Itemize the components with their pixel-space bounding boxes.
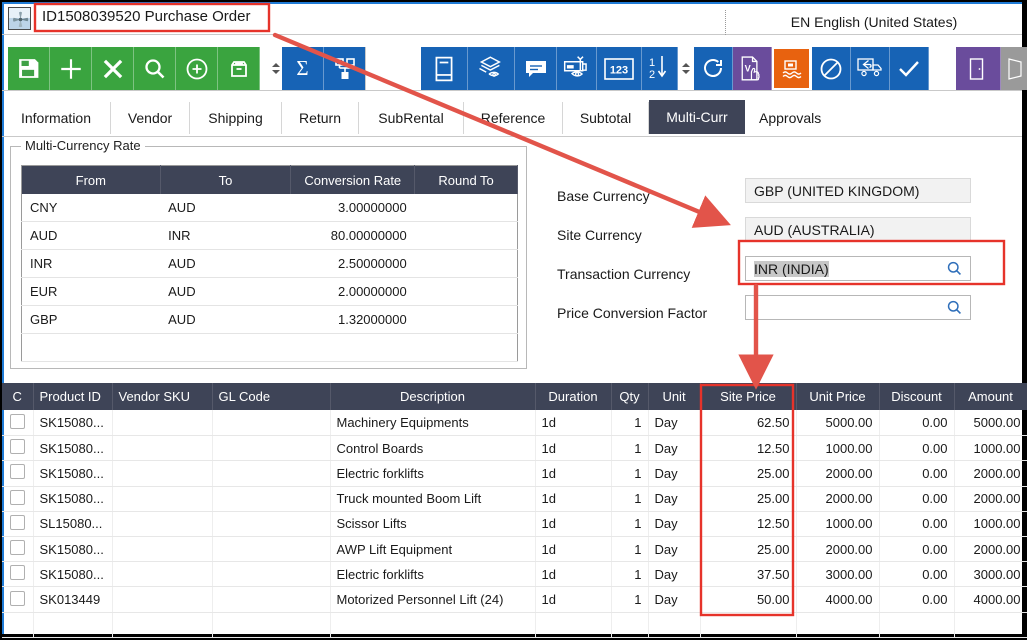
svg-text:2: 2 bbox=[649, 69, 655, 81]
svg-text:1: 1 bbox=[649, 57, 655, 69]
svg-text:V: V bbox=[745, 63, 752, 73]
svg-text:123: 123 bbox=[610, 64, 628, 76]
